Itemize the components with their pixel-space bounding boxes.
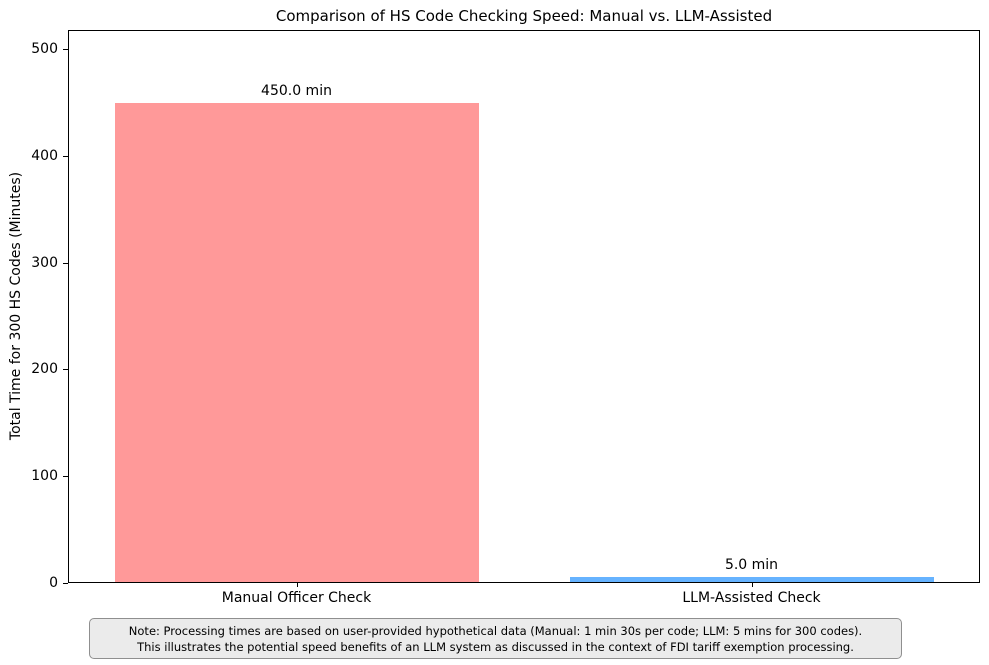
x-tick-label: LLM-Assisted Check: [682, 590, 821, 606]
plot-area: 450.0 min 5.0 min: [68, 30, 980, 583]
y-tick-mark: [63, 476, 68, 477]
y-tick-label: 0: [49, 575, 58, 591]
note-line-1: Note: Processing times are based on user…: [128, 624, 863, 638]
y-tick-label: 200: [31, 361, 58, 378]
x-tick-mark: [752, 583, 753, 587]
x-tick-mark: [297, 583, 298, 587]
y-tick-mark: [63, 583, 68, 584]
bar-llm: [569, 576, 934, 582]
y-tick-label: 100: [31, 468, 58, 485]
chart-title: Comparison of HS Code Checking Speed: Ma…: [275, 7, 773, 25]
y-tick-mark: [63, 49, 68, 50]
y-tick-mark: [63, 156, 68, 157]
y-tick-label: 500: [31, 41, 58, 58]
y-axis-label: Total Time for 300 HS Codes (Minutes): [8, 171, 24, 441]
note-line-2: This illustrates the potential speed ben…: [137, 640, 854, 654]
bar-manual: [114, 103, 479, 582]
bar-value-label: 450.0 min: [261, 83, 332, 100]
y-tick-mark: [63, 369, 68, 370]
note-box: Note: Processing times are based on user…: [89, 618, 902, 659]
y-tick-label: 400: [31, 147, 58, 164]
y-tick-mark: [63, 263, 68, 264]
bar-value-label: 5.0 min: [724, 556, 779, 573]
x-tick-label: Manual Officer Check: [221, 590, 372, 606]
y-tick-label: 300: [31, 254, 58, 271]
